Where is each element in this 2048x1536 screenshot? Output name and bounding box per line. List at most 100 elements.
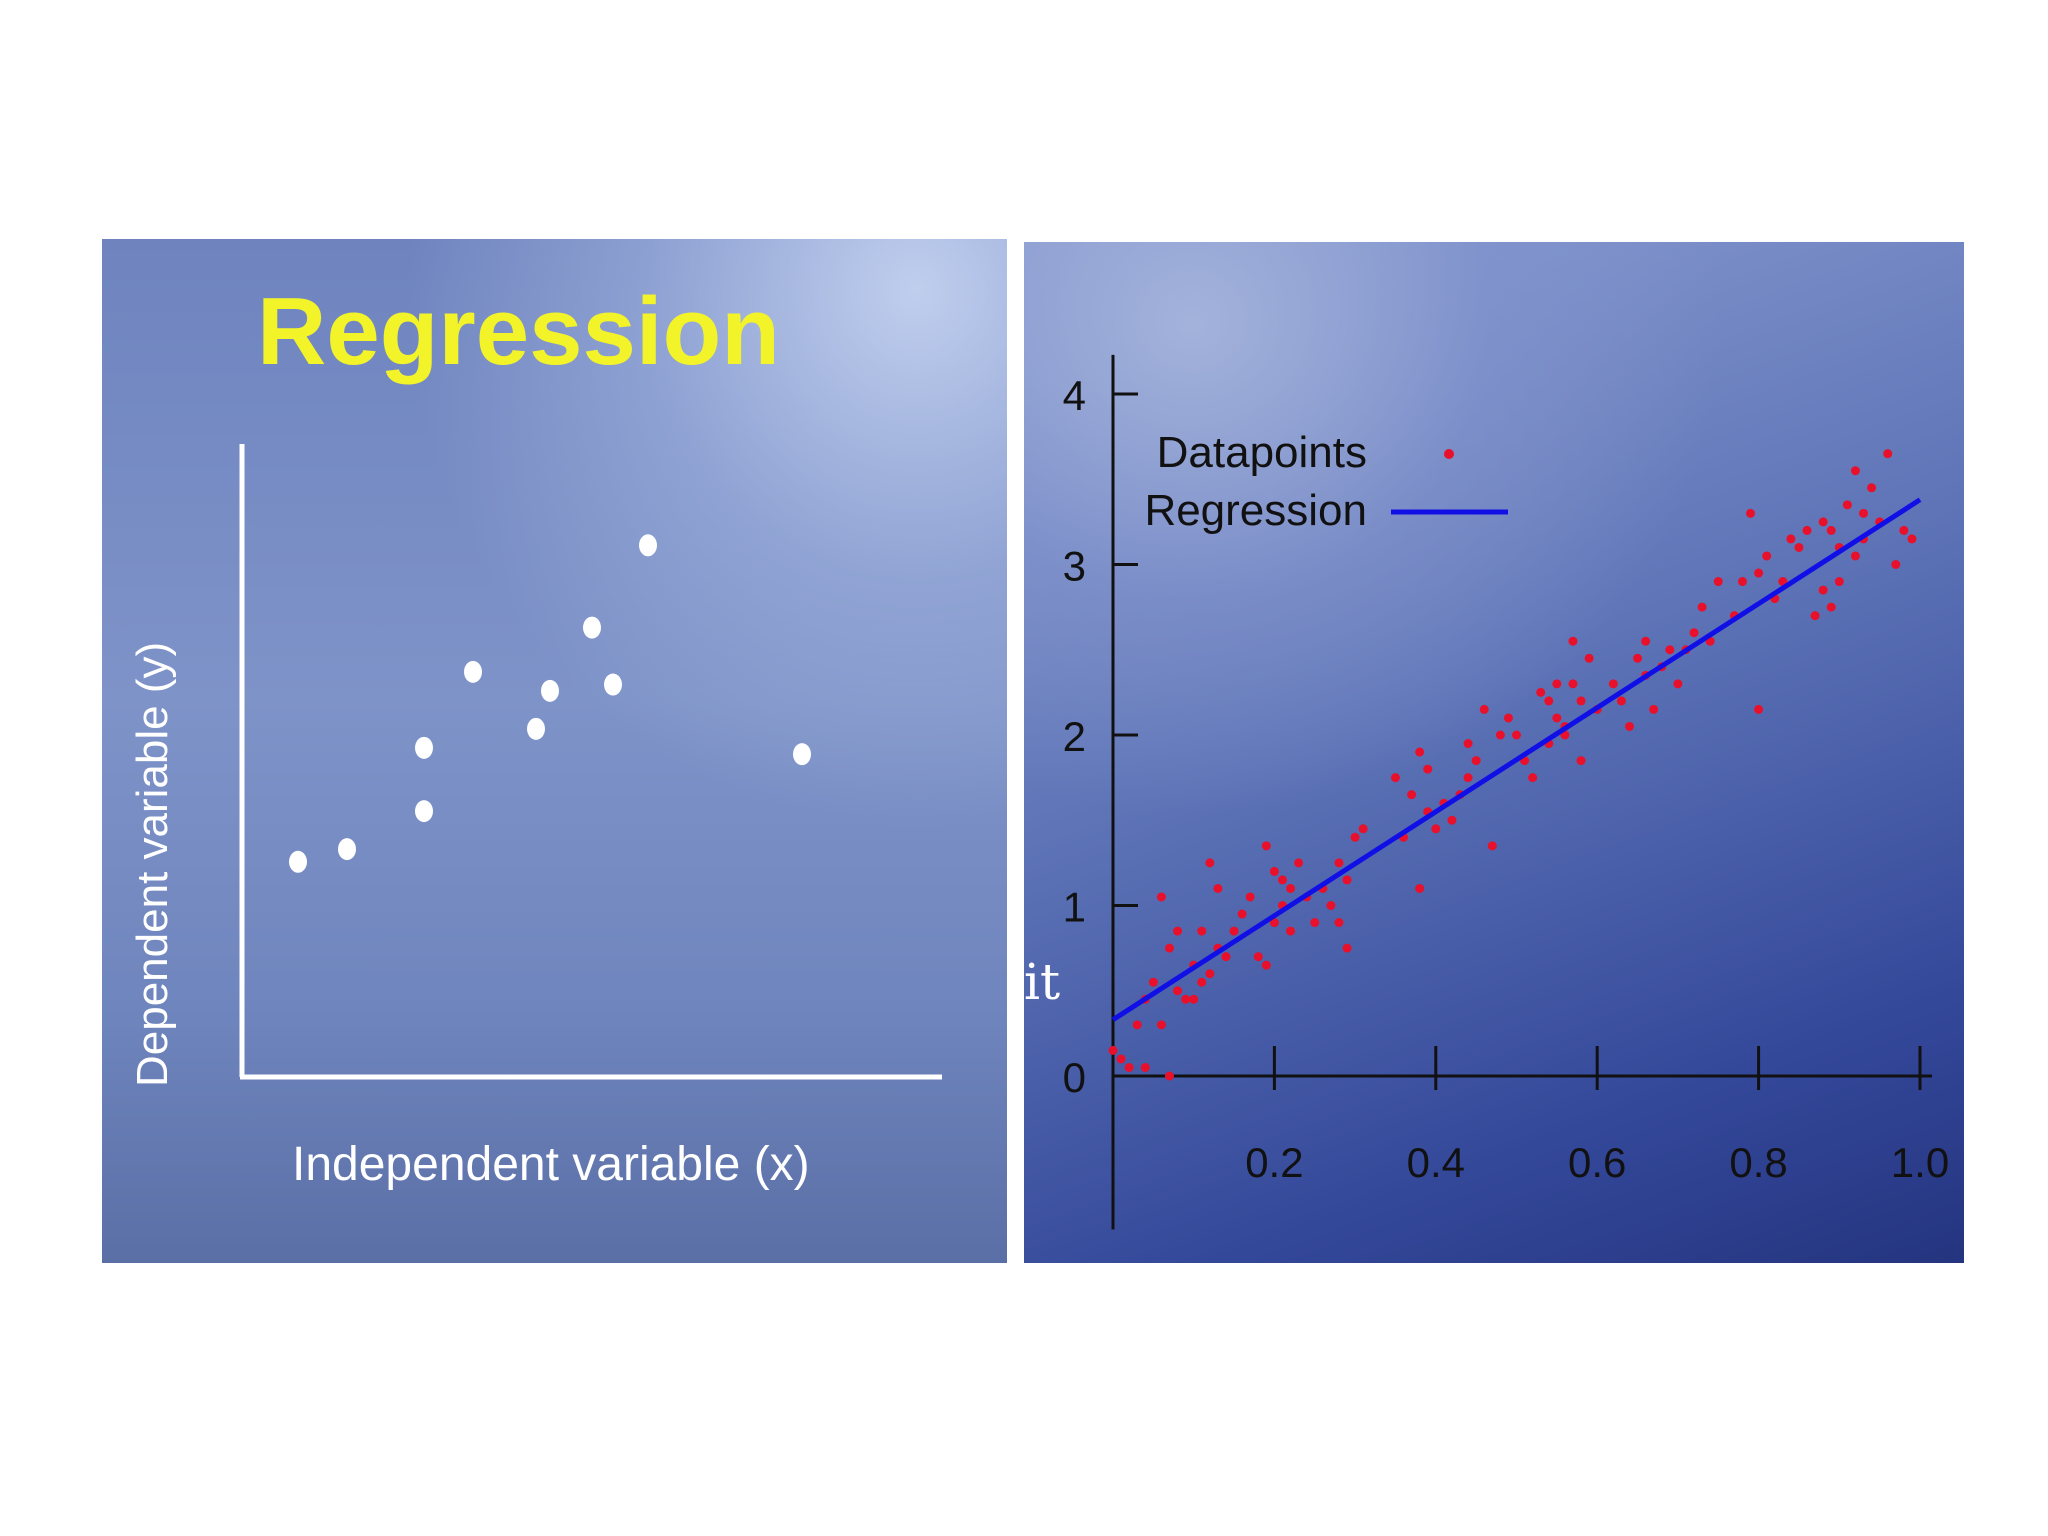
x-axis-label: Independent variable (x) [292, 1138, 810, 1191]
datapoint [1649, 704, 1659, 714]
data-point [338, 838, 356, 861]
data-point [527, 717, 545, 740]
datapoint [1818, 585, 1828, 595]
datapoint [1350, 832, 1360, 842]
datapoint [1899, 525, 1909, 535]
datapoint [1221, 952, 1231, 962]
datapoint [1407, 790, 1417, 800]
datapoint [1576, 696, 1586, 706]
x-tick-label: 0.2 [1245, 1139, 1303, 1186]
datapoint [1245, 892, 1255, 902]
datapoint [1754, 568, 1764, 578]
datapoint [1277, 875, 1287, 885]
legend-marker-datapoints [1444, 449, 1454, 459]
datapoint [1173, 986, 1183, 996]
datapoint [1229, 926, 1239, 936]
datapoint [1907, 534, 1917, 544]
datapoint [1156, 892, 1166, 902]
data-point [415, 800, 433, 823]
datapoint [1197, 977, 1207, 987]
x-tick-label: 0.4 [1407, 1139, 1465, 1186]
datapoint [1818, 517, 1828, 527]
datapoint [1286, 883, 1296, 893]
datapoint [1334, 918, 1344, 928]
datapoint [1269, 866, 1279, 876]
datapoint [1358, 824, 1368, 834]
datapoint [1261, 841, 1271, 851]
datapoint [1641, 636, 1651, 646]
datapoint [1197, 926, 1207, 936]
data-point [793, 743, 811, 766]
datapoint [1697, 602, 1707, 612]
data-point [415, 736, 433, 759]
datapoint [1261, 960, 1271, 970]
datapoint [1568, 636, 1578, 646]
datapoint [1746, 508, 1756, 518]
stray-text-fragment: it [1024, 953, 1061, 1011]
y-tick-label: 4 [1063, 372, 1086, 419]
datapoint [1850, 551, 1860, 561]
datapoint [1544, 696, 1554, 706]
datapoint [1447, 815, 1457, 825]
datapoint [1859, 508, 1869, 518]
datapoint [1665, 645, 1675, 655]
data-point [464, 660, 482, 683]
datapoint [1826, 602, 1836, 612]
datapoint [1487, 841, 1497, 851]
datapoint [1794, 542, 1804, 552]
datapoint [1237, 909, 1247, 919]
datapoint [1552, 679, 1562, 689]
regression-line [1111, 497, 1922, 1022]
datapoint [1431, 824, 1441, 834]
datapoint [1616, 696, 1626, 706]
y-tick-label: 1 [1063, 884, 1086, 931]
datapoint [1286, 926, 1296, 936]
datapoint [1673, 679, 1683, 689]
datapoint [1737, 577, 1747, 587]
datapoint [1423, 764, 1433, 774]
datapoint [1512, 730, 1521, 740]
regression-concept-panel: Regression Dependent variable (y) Indepe… [102, 239, 1007, 1263]
datapoint [1164, 943, 1174, 953]
datapoint [1415, 747, 1425, 757]
datapoint [1891, 560, 1901, 569]
datapoint [1867, 483, 1877, 493]
concept-scatter-chart: Regression Dependent variable (y) Indepe… [128, 278, 942, 1191]
datapoint [1786, 534, 1796, 544]
datapoint [1536, 687, 1546, 697]
y-tick-label: 0 [1063, 1054, 1086, 1101]
datapoint [1156, 1020, 1166, 1030]
datapoint [1294, 858, 1304, 868]
datapoint [1164, 1071, 1174, 1081]
datapoint [1810, 611, 1820, 621]
datapoint [1342, 875, 1352, 885]
datapoint [1584, 653, 1594, 663]
datapoint [1463, 773, 1473, 783]
datapoint [1713, 577, 1723, 587]
legend-label-datapoints: Datapoints [1157, 428, 1367, 477]
datapoint [1624, 721, 1634, 731]
datapoint [1326, 901, 1336, 910]
datapoint [1116, 1054, 1126, 1064]
datapoints-series [1108, 449, 1917, 1081]
datapoint [1173, 926, 1183, 936]
datapoint [1834, 577, 1844, 587]
datapoint [1754, 704, 1764, 714]
data-point [639, 534, 657, 557]
regression-fit-chart: 0.2 0.4 0.6 0.8 1.0 0 1 2 3 4 Datapoints Regressi… [1063, 354, 1949, 1230]
axes: 0.2 0.4 0.6 0.8 1.0 0 1 2 3 4 [1063, 354, 1949, 1230]
datapoint [1310, 918, 1320, 928]
datapoint [1495, 730, 1505, 740]
data-point [289, 850, 307, 873]
datapoint [1390, 773, 1400, 783]
datapoint [1205, 858, 1215, 868]
datapoint [1108, 1045, 1118, 1055]
data-points [289, 534, 811, 873]
datapoint [1762, 551, 1772, 561]
datapoint [1479, 704, 1489, 714]
data-point [541, 679, 559, 702]
y-tick-label: 3 [1063, 543, 1086, 590]
datapoint [1503, 713, 1513, 723]
chart-title: Regression [257, 278, 780, 385]
datapoint [1689, 628, 1699, 638]
